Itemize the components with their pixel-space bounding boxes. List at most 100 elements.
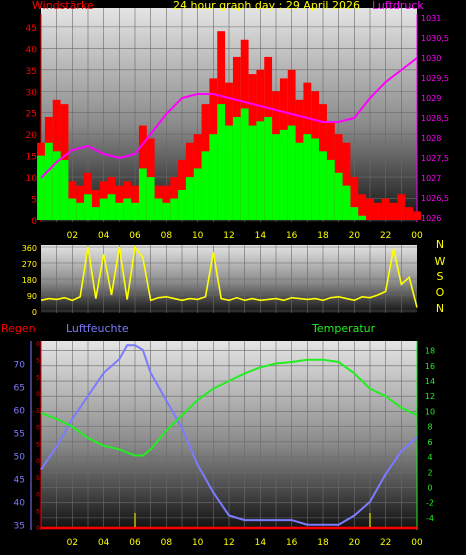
pressure-tick-label: 1028,5 <box>421 114 449 123</box>
time-tick-label: 12 <box>223 231 234 241</box>
temperature-tick-label: 16 <box>425 362 435 371</box>
pressure-axis-title: Luftdruck <box>372 0 424 12</box>
time-tick-label: 18 <box>317 231 329 241</box>
direction-tick-label: 180 <box>22 276 37 285</box>
temperature-tick-label: 12 <box>425 392 435 401</box>
rain-tick-label: 5 <box>36 408 40 415</box>
time-tick-label: 16 <box>286 231 298 241</box>
temperature-line <box>40 358 418 457</box>
rain-tick-label: 5 <box>36 374 40 381</box>
rain-tick-label: 0 <box>36 492 40 499</box>
wind-gust-bar <box>397 194 406 220</box>
wind-avg-bar <box>225 125 233 220</box>
rain-axis-title: Regen <box>1 322 36 335</box>
time-tick-label: 18 <box>317 538 329 548</box>
time-tick-label: 14 <box>255 538 267 548</box>
pressure-line <box>40 57 418 179</box>
wind-avg-bar <box>232 117 241 220</box>
time-tick-label: 00 <box>411 231 423 241</box>
wind-avg-bar <box>326 159 335 220</box>
humidity-tick-label: 65 <box>14 384 25 394</box>
wind-avg-bar <box>264 117 273 220</box>
wind-axis-title: Windstärke <box>32 0 94 12</box>
wind-avg-bar <box>76 202 85 220</box>
time-tick-label: 02 <box>67 538 78 548</box>
wind-avg-bar <box>170 198 179 220</box>
wind-gust-bar <box>413 211 421 220</box>
tick-labels: 05101520253035404510261026,510271027,510… <box>14 14 449 548</box>
wind-tick-label: 40 <box>26 45 38 55</box>
wind-avg-bar <box>154 198 163 220</box>
wind-avg-bar <box>303 134 312 220</box>
compass-label: N <box>436 238 444 251</box>
wind-avg-bar <box>240 108 249 220</box>
temperature-tick-label: 10 <box>425 407 435 416</box>
temperature-tick-label: 2 <box>427 468 432 477</box>
wind-avg-bar <box>334 172 343 220</box>
time-tick-label: 12 <box>223 538 234 548</box>
direction-tick-label: 360 <box>22 244 37 253</box>
humidity-tick-label: 45 <box>14 476 25 486</box>
wind-avg-bar <box>146 177 155 220</box>
time-tick-label: 14 <box>255 231 267 241</box>
humidity-tick-label: 40 <box>14 499 26 509</box>
wind-gust-bar <box>91 189 100 220</box>
time-tick-label: 22 <box>380 231 391 241</box>
wind-gust-bar <box>389 202 398 220</box>
time-tick-label: 04 <box>98 231 110 241</box>
wind-avg-bar <box>193 168 202 220</box>
direction-tick-label: 0 <box>32 308 37 317</box>
rain-tick-label: 5 <box>36 475 40 482</box>
direction-tick-label: 270 <box>22 260 37 269</box>
time-tick-label: 00 <box>411 538 423 548</box>
wind-avg-bar <box>279 129 288 220</box>
humidity-tick-label: 55 <box>14 430 25 440</box>
pressure-tick-label: 1027,5 <box>421 154 449 163</box>
wind-tick-label: 0 <box>31 217 37 227</box>
pressure-tick-label: 1027 <box>421 174 441 183</box>
humidity-tick-label: 60 <box>14 407 26 417</box>
temperature-tick-label: 14 <box>425 377 435 386</box>
wind-tick-label: 35 <box>26 67 37 77</box>
pressure-tick-label: 1030 <box>421 54 441 63</box>
temperature-tick-label: 0 <box>427 483 432 492</box>
time-tick-label: 08 <box>161 231 173 241</box>
wind-avg-bar <box>248 125 257 220</box>
wind-avg-bar <box>319 151 327 220</box>
wind-avg-bar <box>311 138 320 220</box>
wind-avg-bar <box>37 155 45 220</box>
time-tick-label: 22 <box>380 538 391 548</box>
temperature-tick-label: 8 <box>427 423 432 432</box>
compass-label: N <box>436 302 444 315</box>
wind-gust-bar <box>350 177 359 220</box>
wind-avg-bar <box>107 194 116 220</box>
wind-avg-bar <box>295 142 304 220</box>
wind-avg-bar <box>358 215 367 220</box>
rain-tick-label: 0 <box>36 525 40 532</box>
time-tick-label: 10 <box>192 538 204 548</box>
pressure-tick-label: 1026 <box>421 214 441 223</box>
wind-avg-bar <box>115 202 124 220</box>
humidity-axis-title: Luftfeuchte <box>66 322 129 335</box>
rain-tick-label: 0 <box>36 458 40 465</box>
wind-gust-bar <box>366 198 374 220</box>
wind-avg-bar <box>272 134 280 220</box>
time-tick-label: 04 <box>98 538 110 548</box>
wind-tick-label: 20 <box>26 131 38 141</box>
rain-tick-label: 0 <box>36 425 40 432</box>
wind-avg-bar <box>52 151 61 220</box>
wind-avg-bar <box>217 104 226 220</box>
time-tick-label: 08 <box>161 538 173 548</box>
compass-label: S <box>437 270 444 283</box>
time-tick-label: 06 <box>129 231 141 241</box>
wind-direction-line <box>40 244 418 308</box>
wind-avg-bar <box>123 198 132 220</box>
temperature-tick-label: 6 <box>427 438 432 447</box>
rain-tick-label: 5 <box>36 441 40 448</box>
wind-gust-bar <box>358 194 367 220</box>
wind-tick-label: 10 <box>26 174 38 184</box>
compass-label: W <box>435 255 446 268</box>
wind-gust-bar <box>373 202 382 220</box>
pressure-tick-label: 1026,5 <box>421 194 449 203</box>
